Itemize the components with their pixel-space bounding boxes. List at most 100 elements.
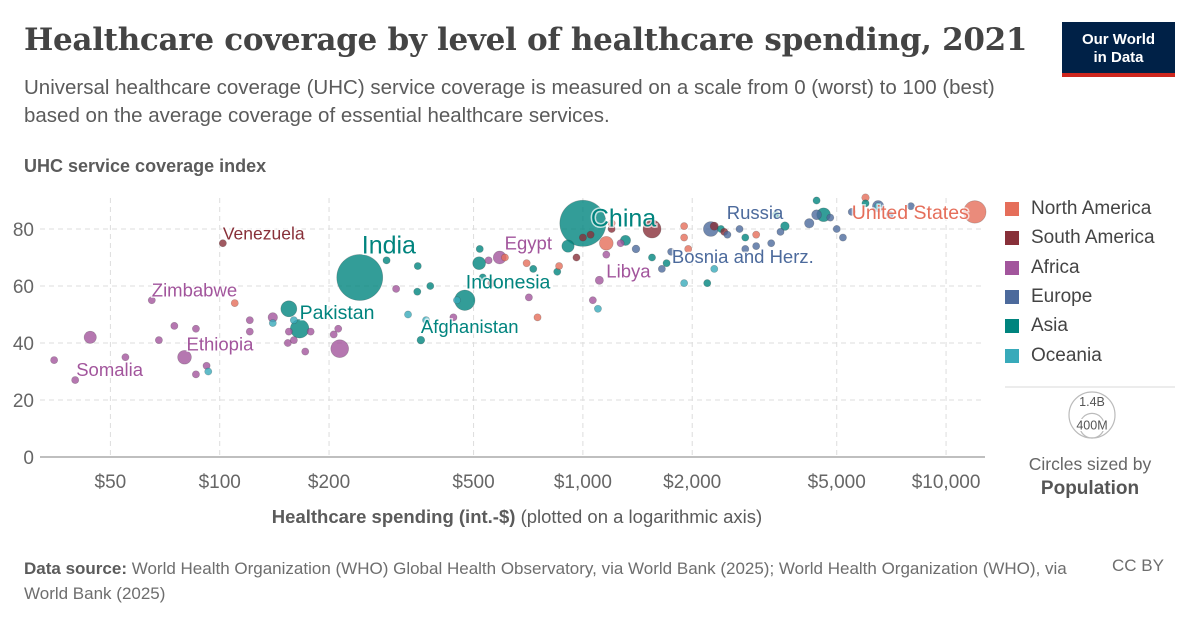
data-point-oceania: [680, 279, 689, 288]
legend-swatch: [1005, 202, 1019, 216]
data-point-europe: [811, 209, 822, 221]
source-text: World Health Organization (WHO) Global H…: [24, 559, 1067, 603]
source-label: Data source:: [24, 559, 127, 578]
legend-item-south-america[interactable]: South America: [1005, 227, 1155, 249]
legend-item-asia[interactable]: Asia: [1005, 315, 1068, 337]
data-point-africa: [392, 284, 401, 293]
data-point-north-america: [599, 236, 614, 251]
legend-item-europe[interactable]: Europe: [1005, 286, 1092, 308]
x-axis-label-main: Healthcare spending (int.-$): [272, 506, 521, 527]
data-point-asia: [662, 259, 671, 268]
data-point-north-america: [522, 259, 531, 268]
data-point-africa: [284, 327, 293, 336]
data-point-south-america: [572, 253, 581, 262]
data-point-europe: [631, 244, 641, 254]
data-point-north-america: [230, 299, 239, 307]
data-point-europe: [804, 218, 815, 229]
x-tick-label: $5,000: [808, 472, 866, 493]
legend-item-africa[interactable]: Africa: [1005, 257, 1080, 279]
point-label: Egypt: [505, 233, 552, 254]
point-label: Russia: [727, 202, 784, 223]
point-label: Pakistan: [300, 302, 375, 324]
data-point-oceania: [710, 264, 719, 273]
data-point-oceania: [204, 367, 213, 376]
x-tick-label: $500: [452, 472, 494, 493]
point-label: India: [362, 231, 416, 259]
legend-swatch: [1005, 348, 1019, 363]
data-point-north-america: [684, 245, 693, 253]
data-point-africa: [524, 293, 533, 302]
point-label: Zimbabwe: [152, 279, 237, 300]
legend-label: North America: [1031, 198, 1152, 219]
y-tick-label: 0: [23, 448, 34, 469]
data-point-oceania: [453, 296, 461, 305]
y-tick-label: 60: [13, 277, 34, 298]
data-point-africa: [334, 324, 343, 333]
legend-swatch: [1005, 260, 1019, 275]
data-point-asia: [861, 199, 870, 208]
data-point-europe: [735, 225, 744, 233]
x-tick-label: $1,000: [554, 472, 612, 493]
chart-subtitle: Universal healthcare coverage (UHC) serv…: [24, 76, 995, 127]
point-label: United States: [852, 202, 969, 224]
x-axis-label-note: (plotted on a logarithmic axis): [521, 506, 763, 527]
data-point-africa: [602, 250, 611, 259]
y-tick-label: 40: [13, 334, 34, 355]
logo-line-1: Our World: [1081, 31, 1156, 48]
point-label: Indonesia: [466, 271, 551, 293]
data-point-asia: [382, 256, 391, 265]
point-label: China: [591, 204, 656, 232]
data-point-oceania: [874, 202, 883, 211]
data-point-asia: [478, 273, 487, 282]
data-point-south-america: [607, 225, 616, 233]
data-point-europe: [776, 227, 785, 236]
point-label: Bosnia and Herz.: [672, 246, 814, 267]
data-point-south-america: [487, 279, 496, 288]
data-point-africa: [616, 239, 625, 248]
legend-swatch: [1005, 319, 1019, 334]
data-point-africa: [83, 330, 97, 344]
size-legend-title: Circles sized by: [1028, 454, 1152, 474]
data-point-north-america: [680, 222, 689, 231]
owid-logo[interactable]: Our World in Data: [1062, 22, 1175, 77]
data-point-south-america: [218, 239, 227, 248]
data-point-europe: [847, 207, 856, 216]
data-point-oceania: [594, 304, 602, 313]
x-tick-label: $50: [95, 472, 127, 493]
data-point-asia: [703, 279, 712, 288]
legend-item-oceania[interactable]: Oceania: [1005, 345, 1102, 367]
data-point-asia: [559, 199, 607, 247]
point-label: Ethiopia: [187, 333, 255, 354]
data-point-asia: [336, 254, 384, 301]
data-point-europe: [657, 264, 666, 273]
legend-item-north-america[interactable]: North America: [1005, 198, 1151, 220]
size-legend-value-small: 400M: [1076, 418, 1107, 432]
chart-title: Healthcare coverage by level of healthca…: [24, 22, 1028, 58]
data-point-europe: [832, 225, 841, 233]
logo-line-2: in Data: [1093, 49, 1144, 66]
data-point-oceania: [289, 316, 298, 325]
data-point-south-america: [586, 230, 595, 239]
data-point-north-america: [963, 200, 987, 224]
legend-label: South America: [1031, 227, 1155, 249]
data-point-asia: [472, 256, 486, 270]
data-point-europe: [723, 230, 732, 239]
legend-label: Asia: [1031, 315, 1068, 337]
data-point-oceania: [422, 316, 430, 325]
data-point-asia: [413, 287, 422, 296]
point-label: Venezuela: [223, 223, 305, 243]
data-point-asia: [426, 282, 435, 290]
x-axis-label: Healthcare spending (int.-$) (plotted on…: [272, 506, 762, 527]
data-point-asia: [413, 262, 422, 270]
license-link[interactable]: CC BY: [1112, 556, 1164, 575]
size-legend-variable: Population: [1040, 478, 1140, 499]
y-tick-label: 80: [13, 220, 34, 241]
data-point-europe: [667, 247, 676, 256]
size-legend-caption: Circles sized by Population: [1000, 452, 1180, 501]
data-point-asia: [475, 245, 484, 253]
data-point-europe: [741, 245, 750, 253]
data-point-europe: [752, 242, 761, 250]
data-point-africa: [289, 336, 298, 345]
data-point-asia: [529, 264, 538, 273]
data-point-africa: [329, 330, 338, 339]
